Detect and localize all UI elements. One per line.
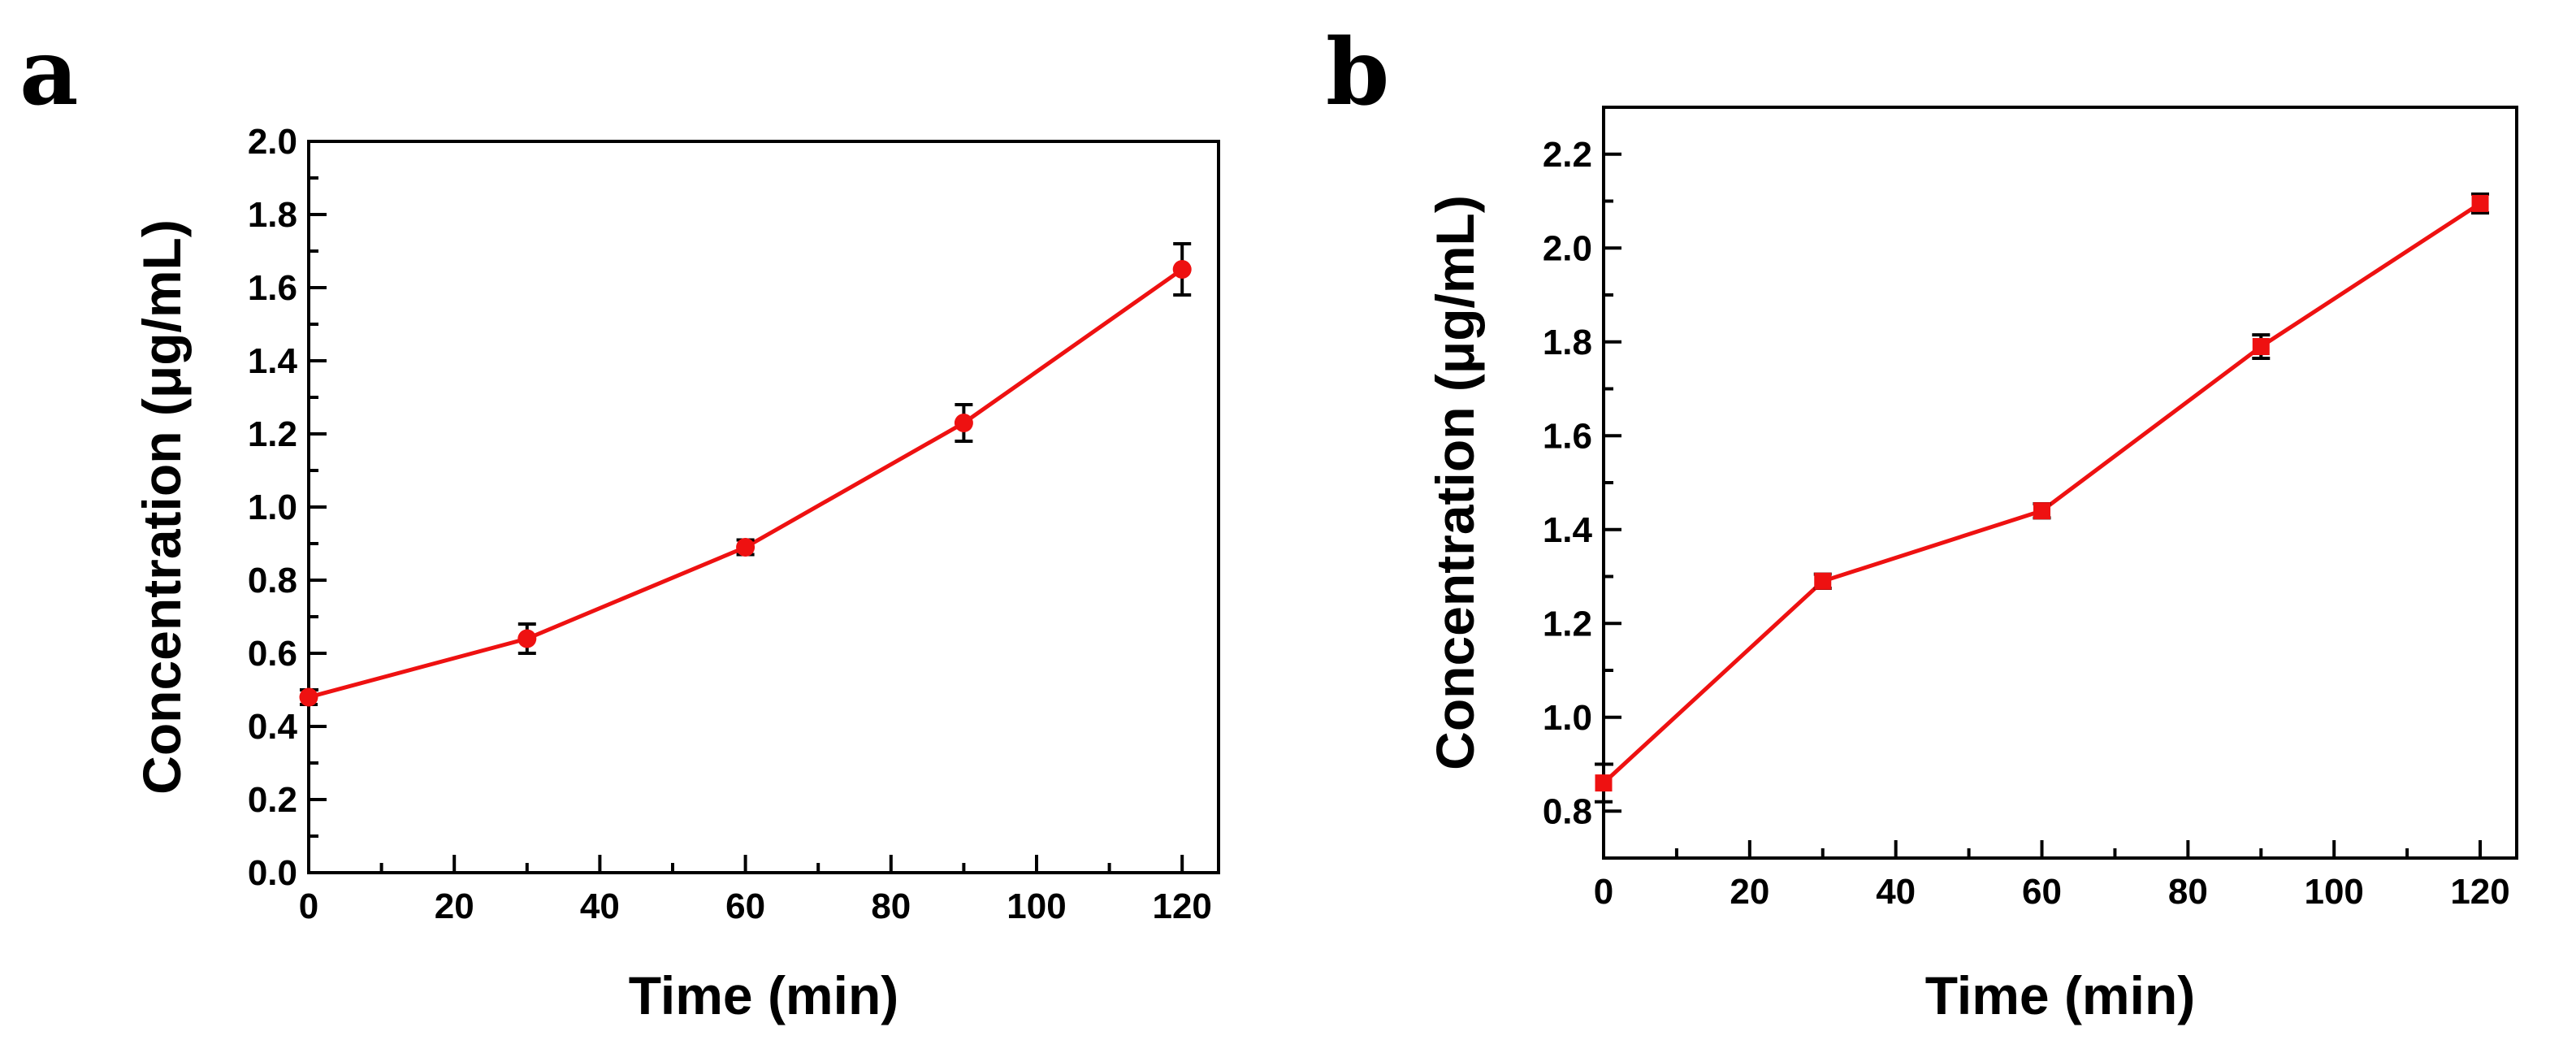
y-axis-ticks-b: 0.8 1.0 1.2 1.4 1.6 1.8 2.0 2.2 [1543, 106, 1621, 860]
x-axis-ticks-a: 0 20 40 60 80 100 120 [299, 855, 1212, 926]
data-point [736, 538, 755, 557]
y-axis-title-a: Concentration (μg/mL) [132, 219, 192, 795]
x-tick-label: 40 [580, 886, 620, 926]
series-line [308, 267, 1184, 700]
data-point [1172, 260, 1192, 279]
x-tick-label: 0 [1594, 872, 1613, 912]
x-tick-label: 80 [871, 886, 911, 926]
panel-label-b: b [1326, 20, 1389, 126]
data-point [2471, 194, 2489, 212]
data-point [2033, 502, 2051, 520]
x-axis-title-b: Time (min) [1925, 965, 2195, 1025]
y-tick-label: 0.0 [248, 853, 297, 893]
y-tick-label: 0.6 [248, 634, 297, 674]
data-point [299, 687, 318, 707]
y-tick-label: 2.0 [248, 122, 297, 162]
x-tick-label: 80 [2168, 872, 2208, 912]
x-tick-label: 100 [1007, 886, 1066, 926]
series-line [1602, 202, 2482, 785]
y-tick-label: 1.6 [248, 268, 297, 308]
x-tick-label: 20 [435, 886, 474, 926]
data-point [1595, 774, 1613, 792]
y-tick-label: 1.2 [248, 414, 297, 454]
y-tick-label: 1.0 [248, 488, 297, 527]
y-tick-label: 0.4 [248, 707, 298, 747]
data-point [2252, 338, 2270, 356]
y-tick-label: 0.2 [248, 780, 297, 820]
data-point [517, 629, 537, 648]
y-tick-label: 0.8 [248, 561, 297, 600]
y-tick-label: 1.0 [1543, 698, 1592, 738]
x-tick-label: 60 [2022, 872, 2062, 912]
data-point [1814, 572, 1832, 590]
x-tick-label: 120 [2450, 872, 2509, 912]
x-tick-label: 100 [2304, 872, 2363, 912]
x-tick-label: 120 [1152, 886, 1211, 926]
plot-frame-b [1602, 106, 2518, 860]
y-tick-label: 1.4 [248, 341, 298, 381]
series-a [299, 242, 1192, 707]
y-tick-label: 1.2 [1543, 604, 1592, 644]
y-tick-label: 1.6 [1543, 416, 1592, 456]
y-tick-label: 2.2 [1543, 135, 1592, 175]
y-tick-label: 2.0 [1543, 228, 1592, 268]
x-tick-label: 0 [299, 886, 318, 926]
chart-panel-a: a 0 20 40 60 80 100 120 0.0 0.2 0.4 0.6 0.8 1.0 1.2 1… [19, 20, 1220, 1025]
y-tick-label: 0.8 [1543, 791, 1592, 831]
y-tick-label: 1.8 [1543, 323, 1592, 362]
series-b [1595, 192, 2490, 804]
y-tick-label: 1.8 [248, 195, 297, 235]
y-axis-ticks-a: 0.0 0.2 0.4 0.6 0.8 1.0 1.2 1.4 1.6 1.8 2.0 [248, 122, 327, 893]
plot-frame-a [307, 140, 1220, 874]
x-tick-label: 20 [1730, 872, 1769, 912]
chart-panel-b: b 0 20 40 60 80 100 120 0.8 1.0 1.2 1.4 1.6 1.8 2.0 2… [1326, 20, 2518, 1025]
x-axis-ticks-b: 0 20 40 60 80 100 120 [1594, 840, 2510, 912]
y-axis-title-b: Concentration (μg/mL) [1425, 195, 1485, 770]
x-axis-title-a: Time (min) [629, 965, 898, 1025]
y-tick-label: 1.4 [1543, 510, 1593, 550]
data-point [954, 414, 973, 432]
panel-label-a: a [19, 20, 79, 126]
x-tick-label: 40 [1876, 872, 1916, 912]
x-tick-label: 60 [725, 886, 765, 926]
